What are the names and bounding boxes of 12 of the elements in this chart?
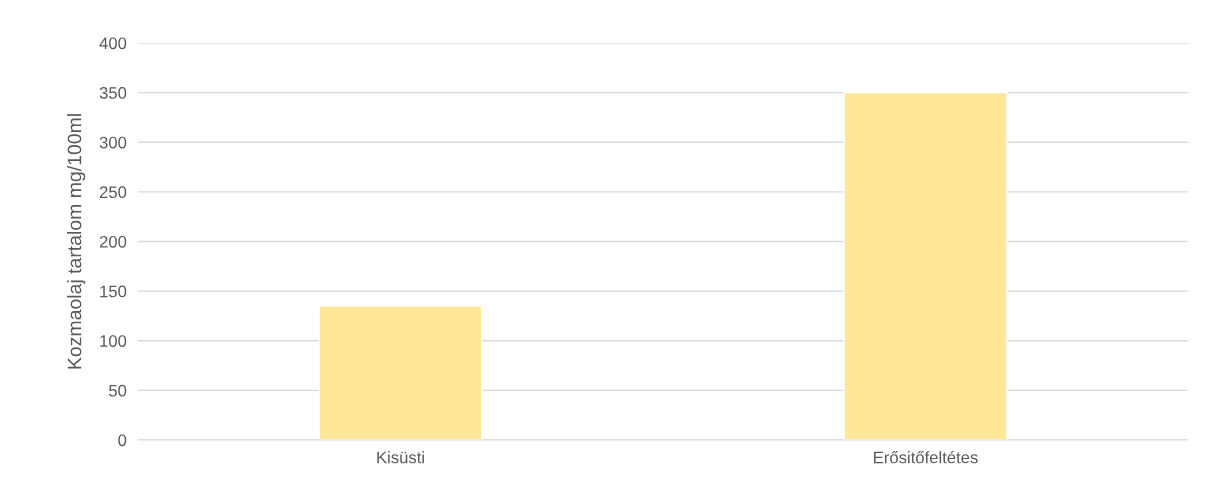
y-tick-label: 250	[99, 186, 127, 199]
x-tick-label: Kisüsti	[377, 451, 424, 464]
y-tick-label: 200	[99, 235, 127, 248]
y-tick-label: 300	[99, 136, 127, 149]
x-tick-label: Erősitőfeltétes	[874, 450, 978, 464]
y-tick-label: 350	[99, 87, 127, 99]
y-tick-label: 50	[109, 384, 127, 397]
y-tick-label: 0	[118, 434, 127, 447]
y-tick-label: 100	[100, 335, 127, 347]
y-tick-label: 150	[100, 285, 127, 298]
y-tick-label: 400	[99, 37, 127, 50]
y-axis-title: Kozmaolaj tartalom mg/100ml	[67, 114, 86, 369]
